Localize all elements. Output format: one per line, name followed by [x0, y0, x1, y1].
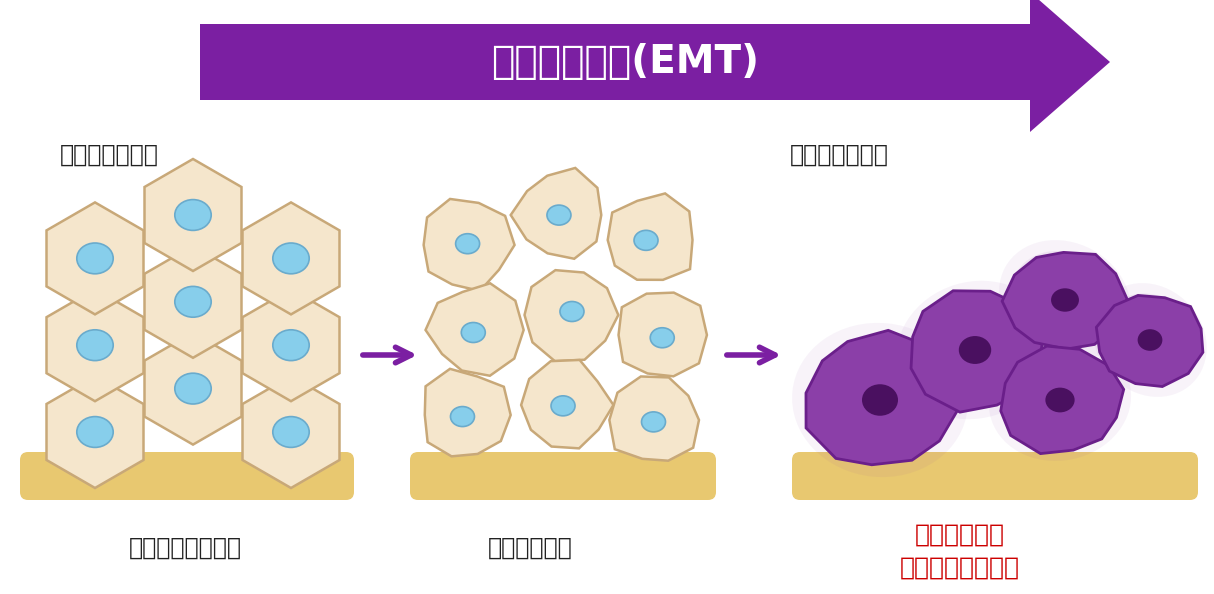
Ellipse shape	[1023, 368, 1097, 432]
Polygon shape	[511, 168, 601, 259]
Polygon shape	[46, 376, 143, 488]
Polygon shape	[608, 194, 692, 280]
Ellipse shape	[1031, 268, 1100, 331]
Text: 接着が弱まる: 接着が弱まる	[488, 536, 572, 560]
Ellipse shape	[897, 281, 1054, 419]
Polygon shape	[910, 291, 1044, 412]
Ellipse shape	[551, 396, 575, 416]
Ellipse shape	[1015, 361, 1105, 439]
Ellipse shape	[934, 314, 1016, 386]
Ellipse shape	[461, 323, 486, 343]
Ellipse shape	[1002, 350, 1118, 450]
Ellipse shape	[1138, 329, 1162, 351]
Polygon shape	[243, 376, 340, 488]
Ellipse shape	[273, 243, 310, 274]
Polygon shape	[144, 333, 242, 444]
Text: 細胞間接着の消失: 細胞間接着の消失	[900, 556, 1020, 580]
Polygon shape	[619, 293, 707, 377]
Ellipse shape	[959, 336, 991, 364]
Ellipse shape	[634, 230, 658, 250]
FancyBboxPatch shape	[792, 452, 1198, 500]
Ellipse shape	[560, 302, 584, 321]
Polygon shape	[609, 377, 699, 461]
Ellipse shape	[925, 306, 1025, 394]
Ellipse shape	[824, 351, 936, 449]
Ellipse shape	[1104, 293, 1196, 387]
Text: 強固な細胞間接着: 強固な細胞間接着	[129, 536, 242, 560]
FancyBboxPatch shape	[410, 452, 716, 500]
Text: 上皮性がん細胞: 上皮性がん細胞	[59, 143, 159, 167]
Polygon shape	[1002, 252, 1127, 349]
Ellipse shape	[989, 339, 1131, 461]
Polygon shape	[425, 369, 511, 456]
Polygon shape	[200, 0, 1110, 132]
Ellipse shape	[834, 360, 926, 440]
Polygon shape	[1096, 295, 1203, 387]
Ellipse shape	[651, 328, 674, 347]
Polygon shape	[524, 270, 618, 361]
Ellipse shape	[1045, 388, 1074, 412]
Ellipse shape	[175, 200, 211, 230]
Polygon shape	[46, 203, 143, 314]
Polygon shape	[243, 203, 340, 314]
Polygon shape	[144, 159, 242, 271]
Polygon shape	[426, 283, 523, 376]
Ellipse shape	[548, 205, 571, 225]
Ellipse shape	[76, 416, 113, 447]
FancyBboxPatch shape	[19, 452, 354, 500]
Ellipse shape	[455, 233, 480, 254]
Polygon shape	[806, 330, 959, 465]
Text: 間葉系がん細胞: 間葉系がん細胞	[790, 143, 889, 167]
Ellipse shape	[792, 323, 968, 477]
Text: 運動性の獲得: 運動性の獲得	[915, 523, 1005, 547]
Ellipse shape	[809, 337, 952, 463]
Text: 上皮間葉転換(EMT): 上皮間葉転換(EMT)	[490, 43, 759, 81]
Ellipse shape	[1011, 251, 1119, 349]
Polygon shape	[1000, 346, 1124, 454]
Polygon shape	[144, 246, 242, 358]
Ellipse shape	[1023, 262, 1107, 338]
Ellipse shape	[273, 416, 310, 447]
Polygon shape	[46, 289, 143, 401]
Ellipse shape	[999, 240, 1130, 360]
Ellipse shape	[910, 293, 1039, 407]
Ellipse shape	[1114, 304, 1186, 376]
Ellipse shape	[862, 384, 898, 416]
Ellipse shape	[76, 243, 113, 274]
Ellipse shape	[175, 373, 211, 404]
Ellipse shape	[1051, 288, 1079, 312]
Ellipse shape	[1094, 283, 1207, 397]
Ellipse shape	[1121, 310, 1180, 369]
Ellipse shape	[273, 330, 310, 361]
Polygon shape	[424, 199, 515, 291]
Polygon shape	[243, 289, 340, 401]
Ellipse shape	[175, 286, 211, 317]
Ellipse shape	[76, 330, 113, 361]
Ellipse shape	[641, 412, 665, 432]
Ellipse shape	[450, 406, 475, 426]
Polygon shape	[521, 360, 613, 448]
